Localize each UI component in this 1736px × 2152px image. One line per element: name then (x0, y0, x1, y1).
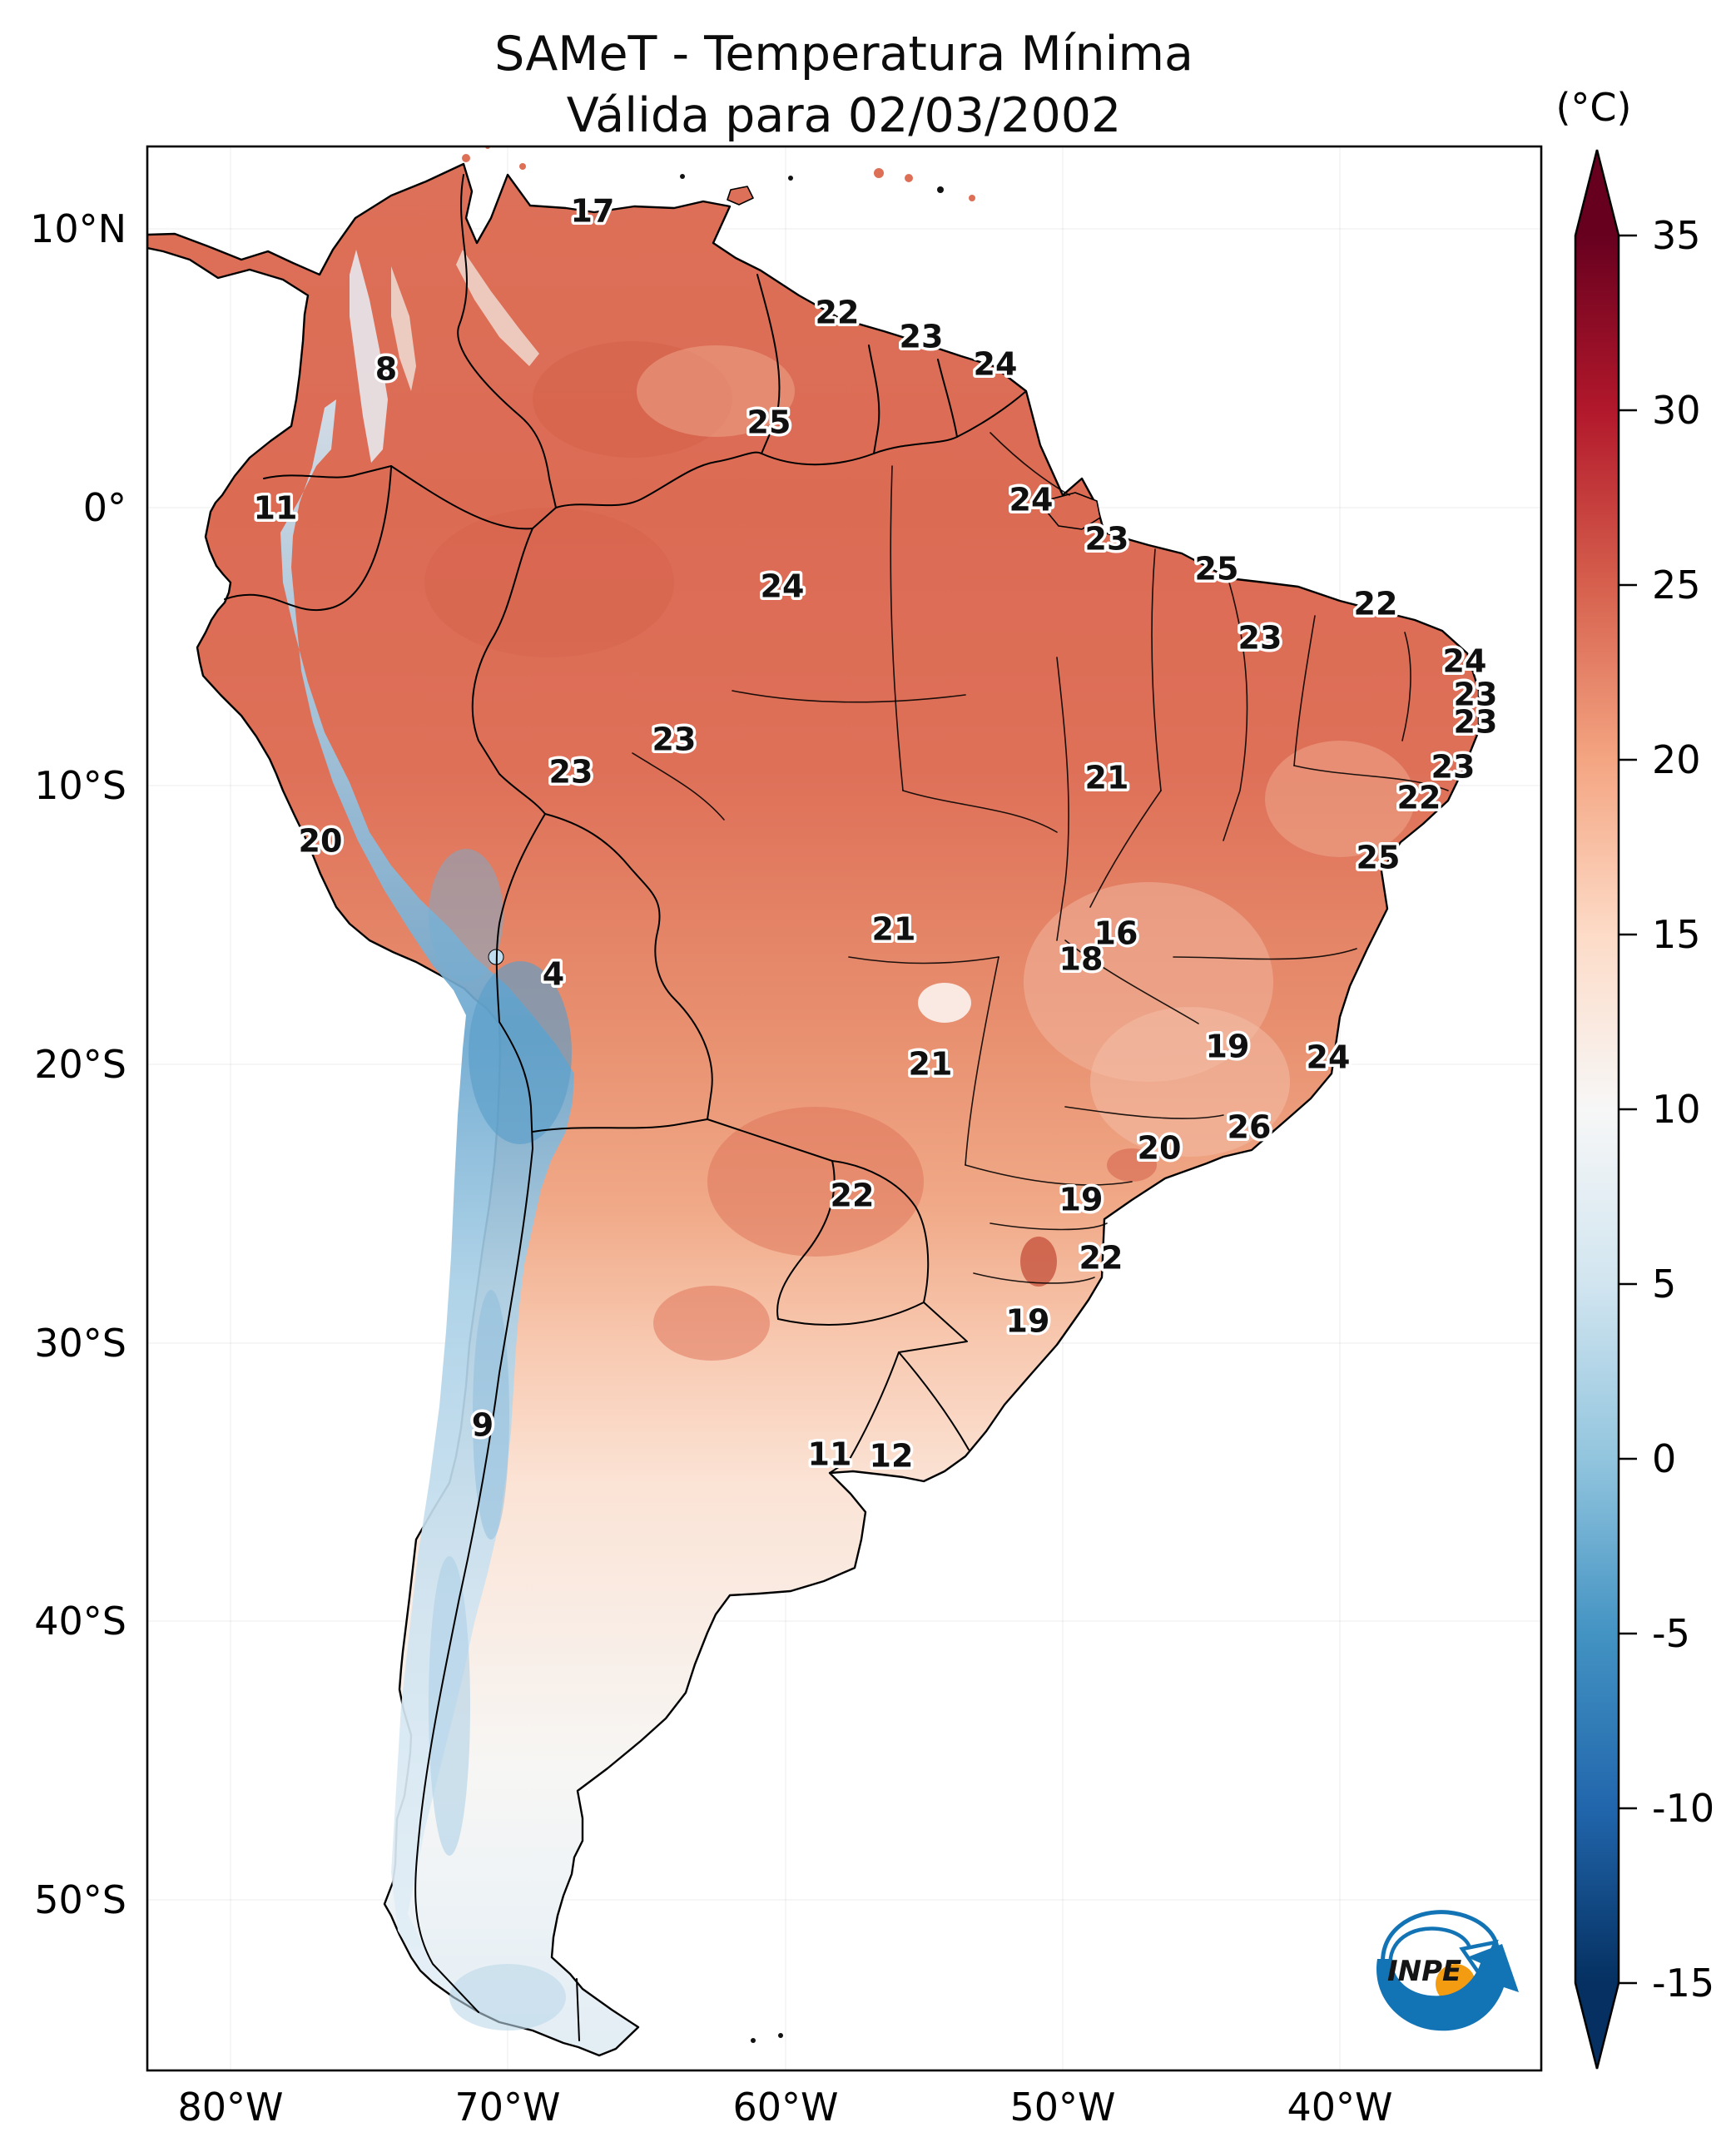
temperature-shading (424, 341, 1415, 1361)
x-tick-label: 40°W (1287, 2085, 1392, 2130)
temp-annotation: 20 (1138, 1129, 1182, 1166)
temp-annotation: 9 (472, 1406, 494, 1443)
colorbar: (°C) 35 30 25 20 15 10 5 0 -5 -10 -15 (1555, 85, 1714, 2070)
temp-annotation: 11 (808, 1435, 852, 1472)
temp-annotation: 25 (747, 404, 791, 440)
country-borders (224, 174, 1027, 2041)
temp-annotation: 23 (1454, 703, 1498, 740)
temp-annotation: 24 (1443, 642, 1487, 679)
colorbar-tick-label: 10 (1652, 1087, 1701, 1132)
figure-title: SAMeT - Temperatura Mínima Válida para 0… (494, 27, 1193, 143)
x-tick-label: 70°W (454, 2085, 560, 2130)
temp-annotation: 25 (1195, 550, 1239, 587)
colorbar-bar (1574, 149, 1620, 2070)
temp-annotation: 18 (1059, 940, 1104, 977)
y-tick-label: 10°S (34, 763, 126, 808)
y-tick-label: 30°S (34, 1321, 126, 1366)
temp-annotation: 17 (571, 192, 615, 229)
temp-annotation: 22 (1397, 779, 1441, 816)
logo-orbit-outer (1381, 1910, 1500, 1973)
temp-annotation: 23 (549, 753, 593, 790)
temp-annotation: 24 (1307, 1039, 1351, 1075)
x-tick-label: 50°W (1009, 2085, 1115, 2130)
colorbar-tick-label: 15 (1652, 912, 1701, 957)
temp-annotation: 21 (872, 910, 916, 947)
temp-annotation: 21 (909, 1045, 953, 1082)
temp-annotation: 21 (1085, 759, 1129, 796)
colorbar-tick-label: 20 (1652, 737, 1701, 782)
temp-annotation: 4 (543, 955, 564, 992)
colorbar-tick-label: 25 (1652, 563, 1701, 607)
andes-cold-band (280, 399, 574, 2010)
temp-annotation: 11 (254, 489, 298, 526)
caribbean-islets (462, 146, 975, 2043)
temp-annotation: 16 (1094, 915, 1138, 951)
andes-detail (350, 250, 572, 2031)
temp-annotation: 23 (1085, 520, 1129, 557)
temp-annotation: 12 (870, 1437, 914, 1474)
temp-annotation: 24 (1009, 481, 1054, 518)
state-borders (632, 432, 1449, 1284)
temp-annotation: 23 (900, 318, 944, 355)
temp-annotation: 23 (1431, 748, 1476, 785)
colorbar-tick-label: 35 (1652, 213, 1701, 258)
temp-annotation: 8 (375, 350, 397, 387)
temp-annotation: 23 (652, 721, 697, 757)
temp-annotation: 19 (1206, 1028, 1250, 1064)
colorbar-tick-label: 30 (1652, 388, 1701, 433)
title-line2: Válida para 02/03/2002 (567, 88, 1122, 143)
temp-annotation: 25 (1357, 839, 1401, 875)
temp-annotation: 23 (1238, 619, 1282, 656)
marajo-island (1046, 492, 1101, 530)
colorbar-tick-label: 0 (1652, 1436, 1676, 1481)
temp-annotation: 23 (1454, 676, 1498, 712)
temp-annotation: 24 (974, 345, 1018, 382)
temp-annotation: 22 (831, 1177, 875, 1213)
logo-orbit-inner (1388, 1926, 1472, 1968)
temp-annotation: 22 (1079, 1239, 1123, 1276)
colorbar-unit-label: (°C) (1555, 85, 1631, 130)
temp-annotation: 19 (1006, 1302, 1050, 1339)
colorbar-tick-label: -15 (1652, 1961, 1714, 2006)
temp-annotation: 24 (761, 568, 805, 604)
colorbar-tick-label: 5 (1652, 1262, 1676, 1307)
x-axis-labels: 80°W 70°W 60°W 50°W 40°W (177, 2085, 1392, 2130)
y-tick-label: 40°S (34, 1599, 126, 1644)
y-axis-labels: 10°N 0° 10°S 20°S 30°S 40°S 50°S (30, 206, 126, 1922)
x-tick-label: 60°W (732, 2085, 838, 2130)
temp-annotation: 26 (1228, 1108, 1272, 1145)
logo-swoosh-arrow-icon (1376, 1944, 1519, 2031)
y-tick-label: 0° (83, 485, 126, 530)
y-tick-label: 50°S (34, 1877, 126, 1922)
temp-annotation: 20 (299, 822, 343, 859)
temp-annotation: 22 (1354, 585, 1398, 622)
title-line1: SAMeT - Temperatura Mínima (494, 27, 1193, 82)
trinidad-island (727, 186, 754, 206)
plot-frame (146, 145, 1543, 2072)
colorbar-tick-label: -10 (1652, 1786, 1714, 1831)
inpe-logo: INPE (1376, 1910, 1519, 2031)
colorbar-ticks: 35 30 25 20 15 10 5 0 -5 -10 -15 (1619, 213, 1714, 2006)
colorbar-tick-label: -5 (1652, 1611, 1690, 1656)
x-tick-label: 80°W (177, 2085, 283, 2130)
y-tick-label: 10°N (30, 206, 126, 251)
temp-annotation: 19 (1059, 1181, 1104, 1217)
temp-annotation: 22 (816, 294, 860, 330)
y-tick-label: 20°S (34, 1042, 126, 1087)
logo-text: INPE (1387, 1955, 1461, 1988)
